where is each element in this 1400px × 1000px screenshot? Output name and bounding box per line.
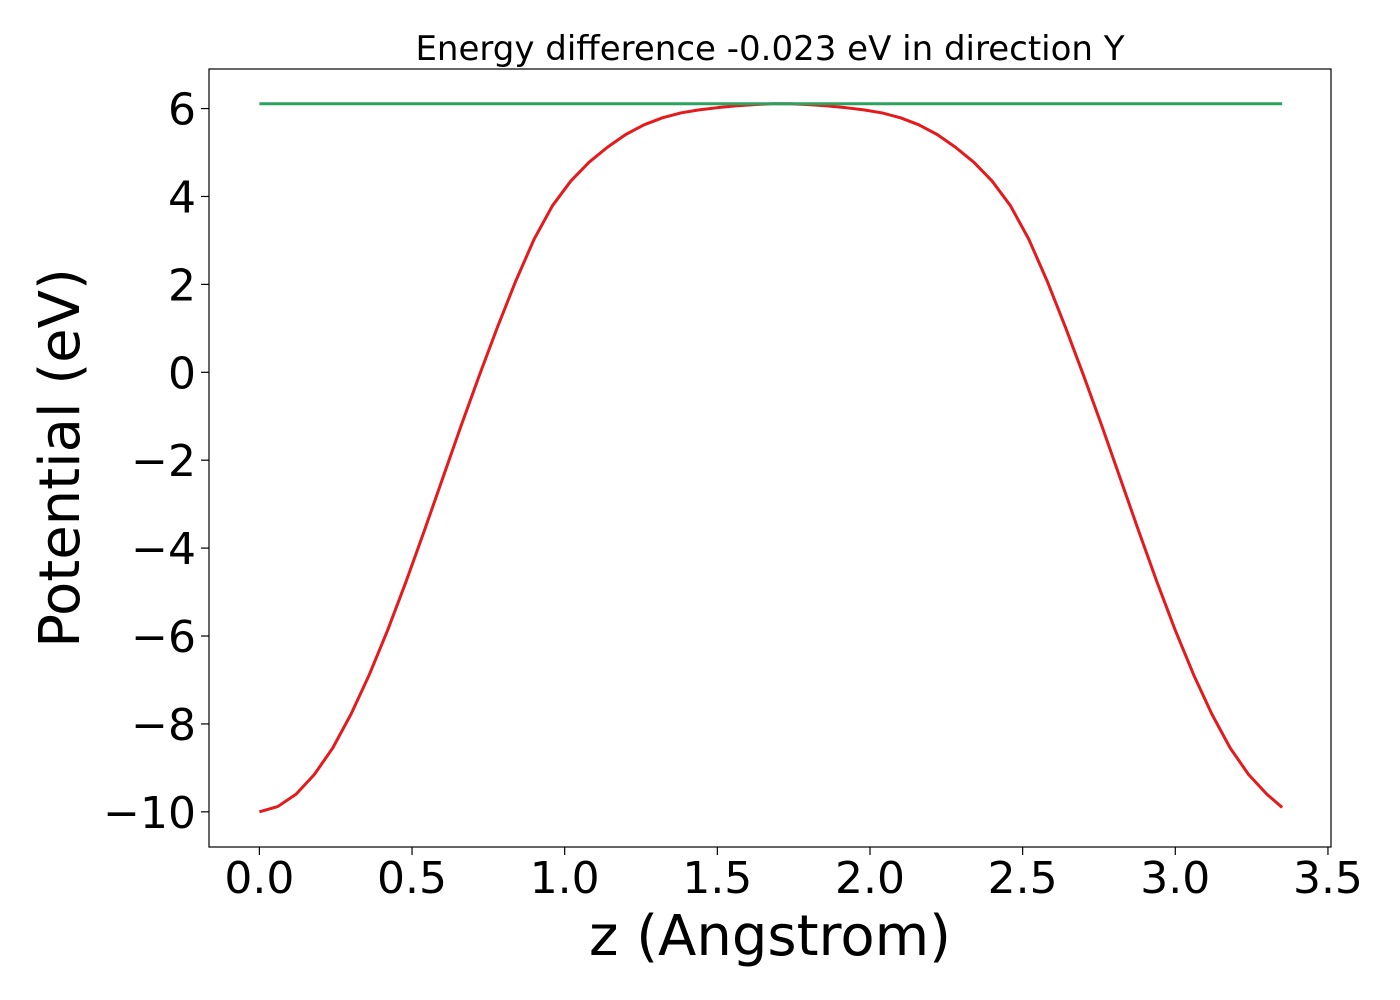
x-tick-label: 3.0	[1140, 853, 1210, 904]
x-tick-label: 2.5	[988, 853, 1058, 904]
chart-title: Energy difference -0.023 eV in direction…	[415, 29, 1124, 69]
y-tick-label: −6	[131, 612, 196, 663]
x-tick-label: 3.5	[1293, 853, 1363, 904]
y-tick-label: −4	[131, 524, 196, 575]
x-tick-label: 1.0	[530, 853, 600, 904]
y-axis-title: Potential (eV)	[28, 268, 93, 648]
x-tick-label: 2.0	[835, 853, 905, 904]
y-tick-label: 4	[168, 172, 196, 223]
y-axis: 6 4 2 0 −2 −4 −6 −8 −10	[103, 85, 209, 839]
x-axis-title: z (Angstrom)	[589, 904, 951, 969]
plot-area	[208, 68, 1332, 848]
x-tick-label: 0.0	[224, 853, 294, 904]
y-tick-label: −2	[131, 436, 196, 487]
y-tick-label: 6	[168, 85, 196, 136]
x-tick-label: 0.5	[377, 853, 447, 904]
x-axis: 0.0 0.5 1.0 1.5 2.0 2.5 3.0 3.5	[224, 847, 1363, 904]
y-tick-label: 2	[168, 260, 196, 311]
y-tick-label: −8	[131, 700, 196, 751]
x-tick-label: 1.5	[682, 853, 752, 904]
y-tick-label: −10	[103, 788, 196, 839]
series-layer	[258, 102, 1284, 814]
plot-frame	[208, 68, 1332, 848]
y-tick-label: 0	[168, 348, 196, 399]
